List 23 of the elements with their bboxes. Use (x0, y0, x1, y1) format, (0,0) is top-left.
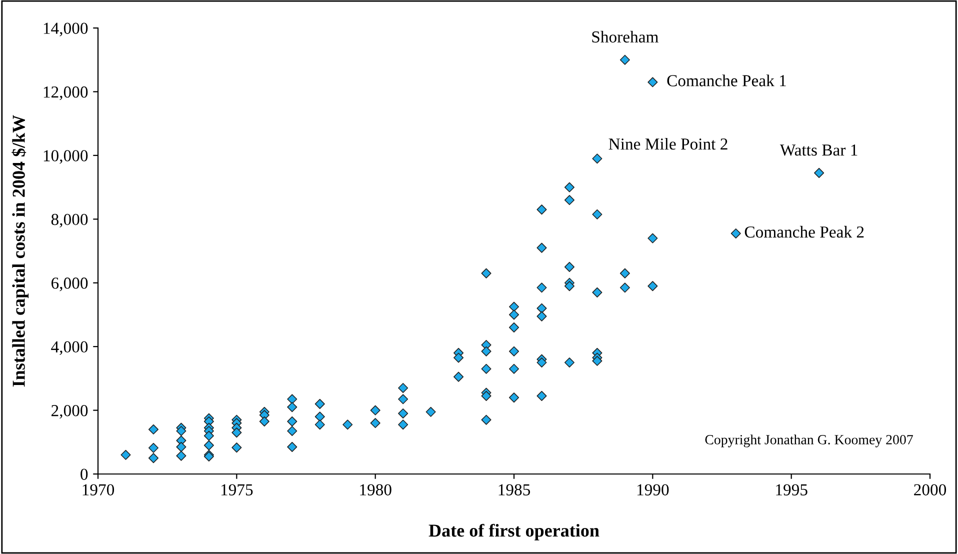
annotation: Shoreham (592, 30, 658, 43)
x-tick-label: 1975 (221, 484, 253, 496)
annotation: Watts Bar 1 (780, 144, 858, 156)
y-tick-label: 14,000 (44, 22, 88, 36)
x-tick-label: 1990 (637, 484, 669, 496)
y-tick-label: 6,000 (51, 278, 88, 292)
x-tick-label: 2000 (914, 484, 946, 496)
annotation: Copyright Jonathan G. Koomey 2007 (705, 434, 913, 448)
y-tick-label: 10,000 (44, 150, 88, 164)
x-tick-label: 1995 (776, 484, 808, 496)
y-tick-label: 4,000 (51, 341, 88, 355)
x-axis-title: Date of first operation (428, 524, 600, 540)
x-tick-label: 1980 (360, 484, 392, 496)
annotation: Comanche Peak 2 (744, 226, 864, 238)
annotation: Comanche Peak 1 (667, 74, 786, 86)
annotation: Nine Mile Point 2 (608, 138, 728, 150)
x-tick-label: 1970 (82, 484, 114, 496)
y-tick-label: 8,000 (51, 214, 88, 228)
y-axis-title: Installed capital costs in 2004 $/kW (12, 115, 29, 387)
x-tick-label: 1985 (498, 484, 530, 496)
y-tick-label: 2,000 (52, 404, 88, 419)
y-tick-label: 0 (80, 468, 88, 480)
y-tick-label: 12,000 (44, 86, 88, 100)
